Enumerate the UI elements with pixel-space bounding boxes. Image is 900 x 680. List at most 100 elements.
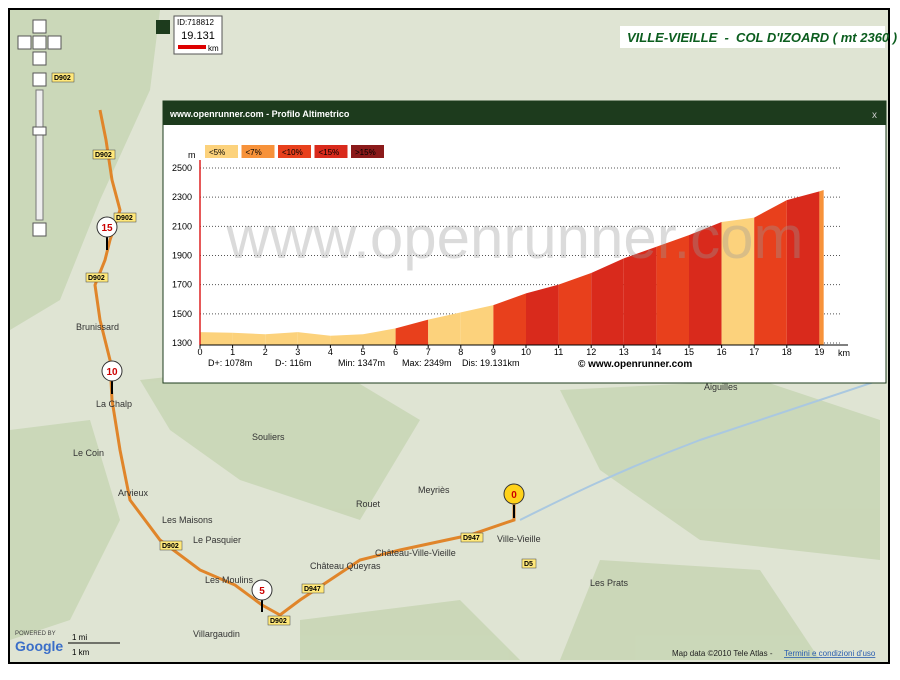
x-tick-label: 15 (684, 347, 694, 357)
km-markers: 0 5 10 15 (96, 216, 525, 612)
pan-center[interactable] (32, 35, 47, 50)
marker-label: 10 (106, 367, 118, 378)
road-sign (267, 615, 291, 626)
profile-segment (232, 332, 266, 345)
x-tick-label: 14 (651, 347, 661, 357)
marker (251, 579, 273, 601)
stat: Min: 1347m (338, 358, 385, 368)
profile-segment (526, 284, 559, 345)
x-tick-label: 16 (717, 347, 727, 357)
marker-label: 15 (101, 223, 113, 234)
stat: Dis: 19.131km (462, 358, 520, 368)
road-label: D947 (304, 586, 321, 593)
marker (503, 483, 525, 505)
close-button[interactable]: x (872, 110, 877, 121)
y-tick-label: 1500 (172, 309, 192, 319)
y-tick-label: 1700 (172, 280, 192, 290)
route-distance: 19.131 (181, 30, 215, 42)
x-tick-label: 9 (491, 347, 496, 357)
x-tick-label: 18 (782, 347, 792, 357)
place: Arvieux (118, 488, 149, 498)
profile-segment (460, 305, 494, 345)
x-tick-label: 17 (749, 347, 759, 357)
road-label: D902 (116, 215, 133, 222)
marker-label: 0 (511, 490, 517, 501)
road-label: D902 (54, 75, 71, 82)
x-tick-label: 2 (263, 347, 268, 357)
route-id: ID:718812 (177, 18, 214, 27)
place: Brunissard (76, 322, 119, 332)
x-tick-label: 4 (328, 347, 333, 357)
zoom-slider[interactable] (35, 89, 44, 221)
x-tick-label: 11 (554, 347, 563, 357)
profile-segment (558, 273, 592, 345)
road-sign (51, 72, 75, 83)
stat: D-: 116m (275, 358, 311, 368)
place: Aiguilles (704, 382, 738, 392)
road-sign (460, 532, 484, 543)
y-tick-label: 2300 (172, 192, 192, 202)
place: Les Moulins (205, 575, 254, 585)
terms-link[interactable]: Termini e condizioni d'uso (784, 649, 876, 658)
zoom-out[interactable] (32, 222, 47, 237)
profile-segment (200, 332, 233, 345)
y-tick-label: 2100 (172, 221, 192, 231)
profile-segment (754, 200, 787, 345)
x-tick-label: 19 (814, 347, 824, 357)
place: Les Prats (590, 578, 629, 588)
profile-segment (363, 328, 396, 345)
place: Château-Ville-Vieille (375, 548, 456, 558)
y-unit: m (188, 150, 196, 160)
x-tick-label: 7 (426, 347, 431, 357)
legend-swatch (205, 145, 238, 158)
zoom-in[interactable] (32, 72, 47, 87)
road-sign (521, 558, 537, 569)
profile-segment (623, 246, 657, 345)
profile-segment (493, 293, 526, 345)
scale-bar (178, 45, 206, 49)
expand-button[interactable] (156, 20, 170, 34)
y-tick-label: 1900 (172, 251, 192, 261)
place: Meyriès (418, 485, 450, 495)
place: Les Maisons (162, 515, 213, 525)
powered-by: POWERED BY (15, 631, 56, 637)
pan-up[interactable] (32, 19, 47, 34)
x-tick-label: 1 (230, 347, 235, 357)
profile-title: www.openrunner.com - Profilo Altimetrico (169, 109, 350, 119)
pan-down[interactable] (32, 51, 47, 66)
attribution: Map data ©2010 Tele Atlas - (672, 649, 773, 658)
place-labels: Brunissard La Chalp Le Coin Arvieux Les … (73, 322, 738, 639)
watermark: www.openrunner.com (226, 204, 804, 271)
road-label: D947 (463, 535, 480, 542)
road-label: D902 (95, 152, 112, 159)
route-unit: km (208, 44, 219, 53)
profile-segment (265, 332, 298, 345)
place: Le Pasquier (193, 535, 241, 545)
marker-label: 5 (259, 586, 265, 597)
x-tick-label: 6 (393, 347, 398, 357)
x-tick-label: 13 (619, 347, 629, 357)
google-logo: Google (15, 638, 63, 654)
x-tick-label: 0 (197, 347, 202, 357)
place: Château Queyras (310, 561, 381, 571)
profile-segment (297, 332, 331, 345)
y-tick-label: 2500 (172, 163, 192, 173)
zoom-handle[interactable] (32, 126, 47, 136)
place: Villargaudin (193, 629, 240, 639)
x-tick-label: 10 (521, 347, 531, 357)
profile-segment (428, 312, 461, 345)
legend-swatch (241, 145, 275, 158)
road-sign (92, 149, 116, 160)
pan-left[interactable] (17, 35, 32, 50)
place: La Chalp (96, 399, 132, 409)
scale-label: 1 km (72, 648, 90, 657)
scale-box: ID:718812 19.131 km (173, 15, 223, 55)
marker (101, 360, 123, 382)
road-label: D902 (270, 618, 287, 625)
legend-label: <7% (246, 148, 262, 157)
road-sign (113, 212, 137, 223)
y-tick-label: 1300 (172, 338, 192, 348)
legend-swatch (314, 145, 348, 158)
pan-right[interactable] (47, 35, 62, 50)
